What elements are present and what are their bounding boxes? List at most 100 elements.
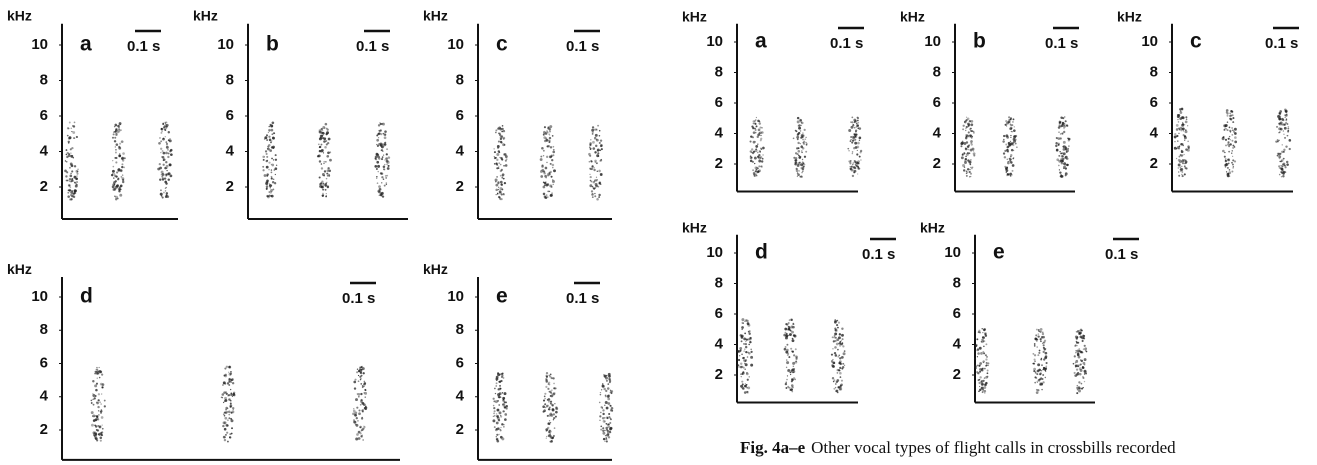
spectrogram-dot — [358, 370, 361, 373]
spectrogram-dot — [979, 370, 982, 373]
spectrogram-dot — [591, 165, 594, 168]
spectrogram-dot — [752, 122, 755, 125]
spectrogram-dot — [976, 356, 979, 358]
spectrogram-dot — [609, 431, 612, 434]
y-axis-label: kHz — [682, 8, 707, 24]
spectrogram-dot — [492, 415, 494, 417]
spectrogram-dot — [265, 165, 269, 169]
spectrogram-dot — [790, 347, 793, 350]
spectrogram-dot — [1038, 330, 1040, 333]
spectrogram-dot — [967, 148, 970, 151]
spectrogram-dot — [601, 384, 605, 388]
spectrogram-dot — [1060, 175, 1064, 178]
spectrogram-dot — [164, 136, 167, 138]
spectrogram-dot — [974, 367, 977, 370]
spectrogram-dot — [548, 431, 551, 434]
spectrogram-dot — [608, 412, 611, 416]
spectrogram-dot — [750, 355, 754, 359]
spectrogram-dot — [494, 387, 496, 390]
spectrogram-dot — [271, 163, 275, 167]
spectrogram-dot — [1284, 116, 1286, 119]
spectrogram-dot — [362, 372, 365, 375]
spectrogram-dot — [977, 379, 980, 382]
spectrogram-dot — [787, 385, 790, 388]
spectrogram-dot — [1033, 358, 1036, 361]
spectrogram-dot — [505, 158, 508, 161]
spectrogram-dot — [324, 122, 328, 126]
spectrogram-dot — [756, 167, 759, 170]
spectrogram-dot — [796, 120, 800, 124]
spectrogram-dot — [1008, 118, 1011, 121]
spectrogram-dot — [1180, 142, 1183, 146]
spectrogram-dot — [1231, 170, 1234, 173]
spectrogram-dot — [66, 151, 69, 155]
spectrogram-dot — [785, 333, 788, 335]
spectrogram-dot — [497, 181, 500, 184]
spectrogram-dot — [1060, 154, 1064, 158]
spectrogram-dot — [494, 392, 497, 395]
spectrogram-dot — [163, 177, 167, 180]
spectrogram-dot — [786, 378, 788, 381]
spectrogram-dot — [552, 392, 556, 396]
spectrogram-dot — [552, 413, 556, 416]
spectrogram-dot — [386, 148, 389, 151]
spectrogram-dot — [165, 164, 169, 168]
spectrogram-dot — [499, 140, 503, 144]
spectrogram-dot — [499, 387, 502, 390]
spectrogram-dot — [746, 386, 748, 389]
spectrogram-dot — [103, 405, 106, 408]
spectrogram-dot — [792, 322, 795, 325]
spectrogram-dot — [605, 428, 609, 431]
spectrogram-dot — [269, 190, 273, 194]
spectrogram-dot — [1184, 120, 1188, 124]
spectrogram-dot — [1177, 158, 1181, 162]
spectrogram-dot — [800, 124, 802, 127]
spectrogram-dot — [1182, 130, 1185, 132]
spectrogram-dot — [494, 178, 498, 182]
spectrogram-dot — [973, 357, 977, 361]
spectrogram-dot — [1231, 114, 1234, 117]
spectrogram-dot — [502, 403, 504, 406]
spectrogram-dot — [548, 190, 550, 193]
spectrogram-dot — [497, 393, 501, 397]
spectrogram-dot — [1013, 135, 1016, 139]
panel-letter: c — [496, 33, 508, 56]
spectrogram-dot — [1232, 166, 1235, 168]
spectrogram-dot — [964, 147, 968, 151]
spectrogram-dot — [268, 168, 270, 171]
spectrogram-dot — [498, 373, 501, 376]
spectrogram-dot — [747, 338, 750, 341]
spectrogram-dot — [754, 119, 757, 121]
spectrogram-dot — [76, 172, 79, 175]
spectrogram-dot — [551, 155, 553, 157]
spectrogram-dot — [555, 410, 558, 414]
spectrogram-dot — [594, 137, 597, 140]
spectrogram-dot — [1006, 136, 1010, 139]
spectrogram-dot — [1280, 165, 1282, 167]
spectrogram-dot — [744, 332, 747, 335]
spectrogram-dot — [797, 173, 800, 177]
spectrogram-dot — [1085, 372, 1087, 375]
spectrogram-dot — [1081, 387, 1084, 390]
spectrogram-dot — [67, 195, 70, 198]
spectrogram-dot — [1179, 153, 1182, 157]
spectrogram-dot — [546, 414, 549, 417]
spectrogram-dot — [500, 426, 502, 429]
spectrogram-dot — [1178, 128, 1181, 131]
spectrogram-dot — [965, 116, 968, 118]
y-tick-label: 8 — [40, 71, 48, 88]
spectrogram-dot — [853, 121, 856, 124]
spectrogram-dot — [980, 382, 984, 386]
spectrogram-dot — [850, 165, 854, 168]
spectrogram-dot — [493, 148, 495, 150]
spectrogram-dot — [1039, 378, 1042, 381]
spectrogram-dot — [785, 323, 788, 326]
spectrogram-dot — [95, 401, 98, 404]
spectrogram-dot — [387, 164, 390, 167]
spectrogram-dot — [843, 364, 846, 366]
spectrogram-dot — [797, 124, 800, 127]
spectrogram-dot — [320, 149, 324, 152]
spectrogram-dot — [983, 377, 986, 379]
spectrogram-dot — [1233, 146, 1236, 148]
spectrogram-dot — [120, 169, 122, 171]
